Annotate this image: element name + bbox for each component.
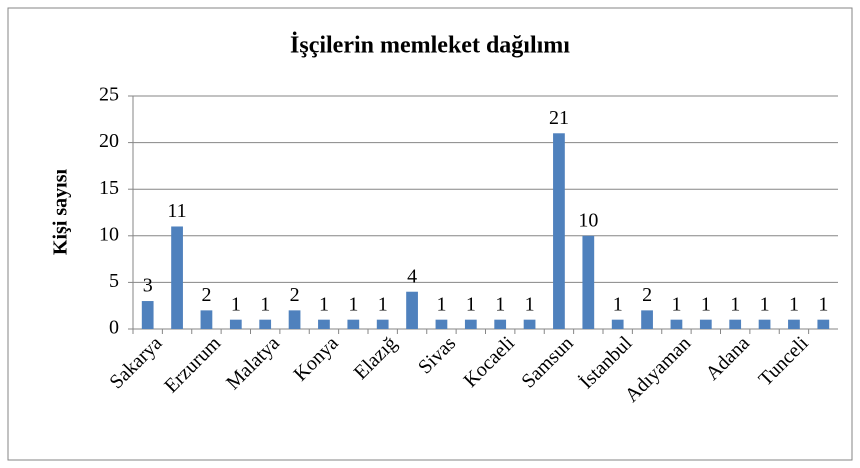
data-label: 1	[760, 293, 770, 315]
y-tick-label: 25	[99, 84, 119, 106]
chart-title: İşçilerin memleket dağılımı	[290, 33, 570, 59]
data-label: 1	[260, 293, 270, 315]
y-tick-label: 20	[99, 130, 119, 152]
data-label: 1	[436, 293, 446, 315]
y-tick-label: 0	[109, 317, 119, 339]
data-label: 1	[525, 293, 535, 315]
bar	[788, 319, 800, 329]
bar	[582, 235, 595, 329]
bar	[670, 319, 683, 329]
bar	[435, 319, 448, 329]
bar	[171, 226, 183, 329]
bar	[347, 319, 360, 329]
bar	[699, 319, 712, 329]
bar	[229, 319, 242, 329]
data-label: 1	[789, 293, 799, 315]
y-tick-label: 10	[99, 223, 119, 245]
bar	[641, 310, 653, 329]
data-label: 21	[549, 107, 569, 129]
data-label: 10	[578, 209, 598, 231]
y-tick-label: 15	[99, 177, 119, 199]
data-label: 2	[290, 284, 300, 306]
data-label: 1	[466, 293, 476, 315]
data-label: 1	[348, 293, 358, 315]
bar	[141, 301, 154, 329]
bar	[376, 319, 389, 329]
data-label: 1	[231, 293, 241, 315]
data-label: 11	[167, 200, 186, 222]
data-label: 1	[701, 293, 711, 315]
data-label: 1	[818, 293, 828, 315]
y-axis-title: Kişi sayısı	[50, 168, 72, 255]
bar	[318, 319, 330, 329]
data-label: 1	[495, 293, 505, 315]
data-label: 1	[378, 293, 388, 315]
bar	[259, 319, 272, 329]
bar	[494, 319, 507, 329]
bar	[729, 319, 742, 329]
y-tick-label: 5	[109, 270, 119, 292]
bar	[553, 133, 565, 329]
bar	[758, 319, 771, 329]
chart-frame	[7, 7, 853, 461]
data-label: 1	[319, 293, 329, 315]
data-label: 2	[201, 284, 211, 306]
data-label: 1	[730, 293, 740, 315]
bar	[464, 319, 477, 329]
bar	[288, 310, 301, 329]
data-label: 3	[143, 275, 153, 297]
data-label: 1	[671, 293, 681, 315]
bar	[611, 319, 624, 329]
data-label: 1	[613, 293, 623, 315]
data-label: 2	[642, 284, 652, 306]
bar	[406, 291, 418, 329]
bar	[523, 319, 536, 329]
bar	[817, 319, 830, 329]
bar	[200, 310, 213, 329]
data-label: 4	[407, 265, 417, 287]
